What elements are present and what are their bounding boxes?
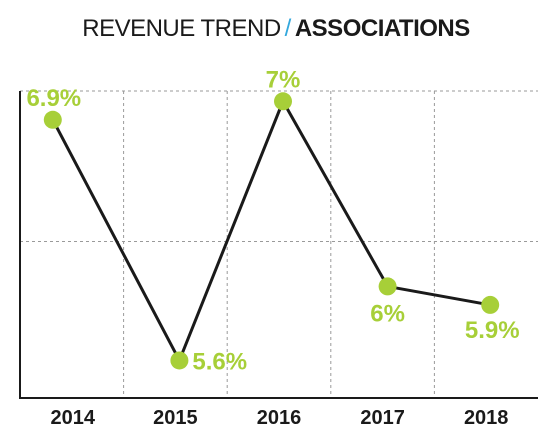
data-point-2015 [170,351,189,370]
data-point-2016 [274,92,292,111]
x-tick-label: 2015 [153,407,198,429]
data-label-2015: 5.6% [192,348,247,375]
x-tick-label: 2014 [51,407,96,429]
series-line [51,97,491,365]
data-label-2016: 7% [266,66,301,93]
x-tick-label: 2017 [360,407,405,429]
x-tick-label: 2018 [464,407,509,429]
data-label-2018: 5.9% [465,317,520,344]
data-label-2017: 6% [370,300,405,327]
chart-title-main: REVENUE TREND [82,15,281,42]
data-point-2014 [43,110,62,129]
data-label-2014: 6.9% [26,85,81,112]
chart-title-separator: / [284,15,292,42]
data-point-2018 [481,295,500,314]
x-tick-label: 2016 [257,407,302,429]
chart-title-sub: ASSOCIATIONS [294,15,470,42]
data-point-2017 [378,277,397,296]
chart-title: REVENUE TREND / ASSOCIATIONS [0,14,552,44]
